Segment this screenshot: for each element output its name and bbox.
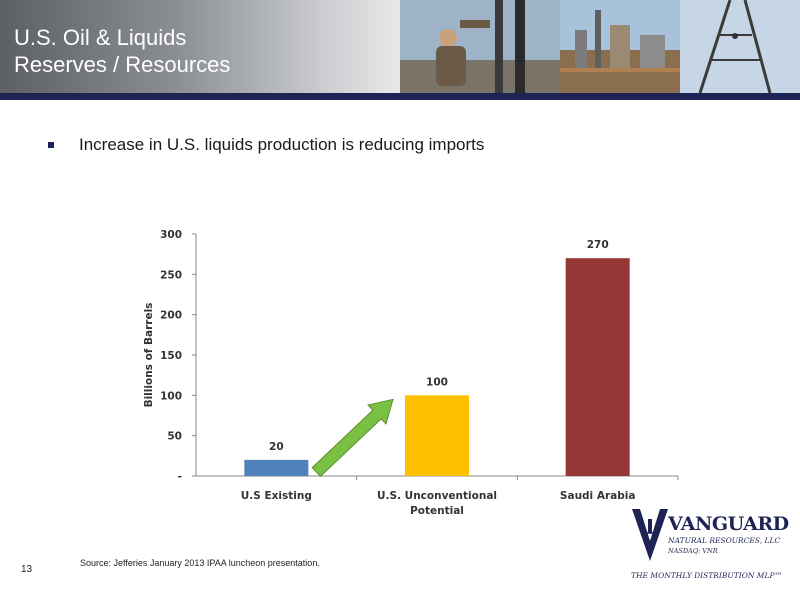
logo-subtitle: NATURAL RESOURCES, LLC <box>668 536 781 545</box>
bar-data-label: 20 <box>269 441 284 453</box>
y-tick-label: 250 <box>160 269 182 281</box>
bullet-point: Increase in U.S. liquids production is r… <box>48 135 484 155</box>
logo-name: VANGUARD <box>668 513 789 535</box>
logo-ticker: NASDAQ: VNR <box>668 547 718 555</box>
bullet-square-icon <box>48 142 54 148</box>
header-photo-strip <box>400 0 800 93</box>
logo-tagline: THE MONTHLY DISTRIBUTION MLP™ <box>631 571 782 580</box>
y-tick-label: 300 <box>160 229 182 241</box>
bar <box>565 258 630 476</box>
bullet-text: Increase in U.S. liquids production is r… <box>79 135 485 154</box>
page-number: 13 <box>21 564 33 575</box>
vanguard-v-emblem-icon <box>632 509 668 561</box>
reserves-bar-chart: - 50 100 150 200 250 300 Billions of Barrels 20 U… <box>130 215 700 525</box>
slide-title-line1: U.S. Oil & Liquids <box>14 25 187 50</box>
growth-arrow-icon <box>311 398 394 478</box>
slide-title-line2: Reserves / Resources <box>14 52 231 77</box>
x-category-label: Saudi Arabia <box>560 490 635 502</box>
bar <box>244 459 309 476</box>
x-category-label: U.S. Unconventional <box>377 490 497 502</box>
y-tick-label: 100 <box>160 390 182 402</box>
source-note: Source: Jefferies January 2013 IPAA lunc… <box>80 558 320 568</box>
y-tick-label: 200 <box>160 310 182 322</box>
y-tick-label: 150 <box>160 350 182 362</box>
y-tick-label: - <box>178 471 182 483</box>
slide-header: U.S. Oil & Liquids Reserves / Resources <box>0 0 800 93</box>
bar-data-label: 270 <box>587 239 609 251</box>
bar-data-label: 100 <box>426 376 448 388</box>
y-tick-label: 50 <box>167 431 182 443</box>
chart-svg: - 50 100 150 200 250 300 Billions of Barrels 20 U… <box>143 229 679 517</box>
x-category-label: U.S Existing <box>241 490 312 502</box>
x-category-label: Potential <box>410 505 464 517</box>
slide-title: U.S. Oil & Liquids Reserves / Resources <box>14 24 230 78</box>
bar <box>405 395 469 476</box>
header-divider-band <box>0 93 800 100</box>
y-axis-label: Billions of Barrels <box>143 303 155 408</box>
vanguard-logo: VANGUARD NATURAL RESOURCES, LLC NASDAQ: … <box>630 505 789 585</box>
